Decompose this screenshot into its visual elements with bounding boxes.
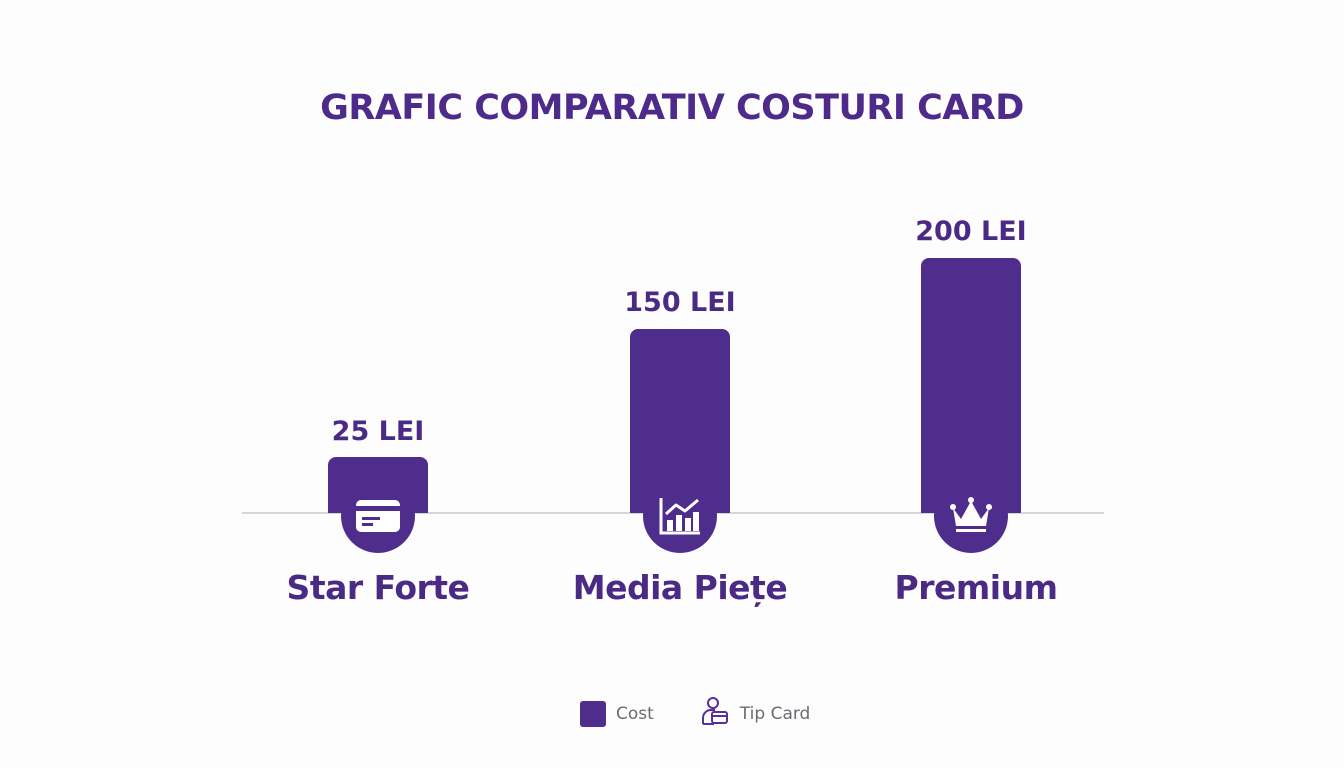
category-label-premium: Premium [894,568,1058,607]
category-label-star-forte: Star Forte [286,568,470,607]
legend-label-tip-card: Tip Card [739,703,811,724]
chart-growth-icon [643,479,717,553]
legend-item-cost[interactable]: Cost [580,700,654,727]
person-card-icon [700,696,730,731]
category-label-media-piete: Media Piețe [572,568,788,607]
legend: Cost Tip Card [580,696,810,731]
chart-title: GRAFIC COMPARATIV COSTURI CARD [320,88,1024,128]
credit-card-icon [341,479,415,553]
legend-item-tip-card[interactable]: Tip Card [700,696,811,731]
value-label-media-piete: 150 LEI [624,287,736,318]
color-swatch-icon [580,700,606,727]
value-label-premium: 200 LEI [915,216,1027,247]
legend-label-cost: Cost [616,703,654,724]
bar-premium[interactable] [921,258,1021,513]
value-label-star-forte: 25 LEI [331,416,425,447]
crown-icon [934,479,1008,553]
